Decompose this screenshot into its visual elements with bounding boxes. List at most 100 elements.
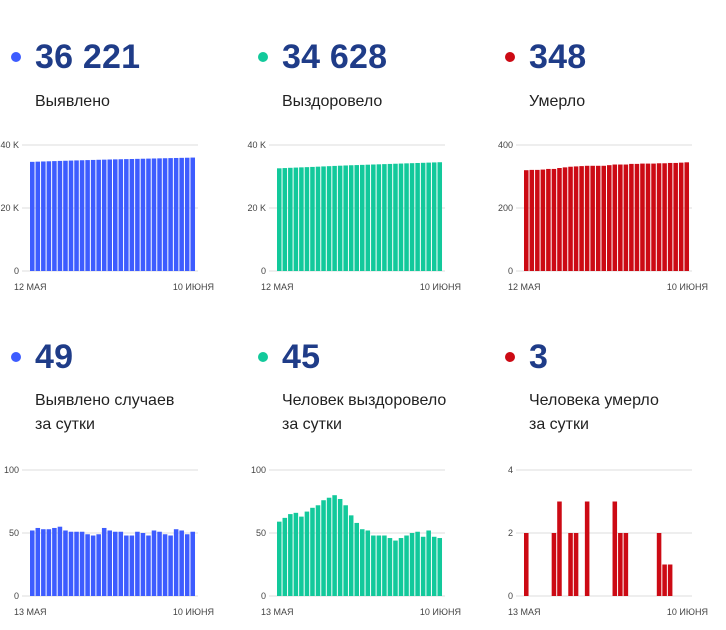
bar (584, 501, 590, 596)
bar (618, 533, 623, 596)
detected-dot-icon (11, 352, 21, 362)
y-tick-label: 100 (251, 465, 266, 475)
bar (35, 161, 41, 271)
bar (101, 527, 107, 596)
x-end-label: 10 ИЮНЯ (667, 607, 708, 617)
bar (315, 505, 321, 596)
stat-label-line1: Выявлено случаев (35, 392, 175, 409)
bar (63, 160, 68, 271)
bar (157, 531, 162, 596)
bar (146, 158, 151, 271)
bar-chart-recovered: 0 20 K 40 K 12 МАЯ 10 ИЮНЯ (247, 140, 461, 292)
bar (409, 163, 415, 271)
bar (46, 161, 52, 271)
deaths-dot-icon (505, 352, 515, 362)
stat-value: 348 (529, 38, 587, 76)
stat-panel-daily-deaths: 3 Человека умерло за сутки 0 2 4 13 МАЯ 10 И… (494, 300, 724, 617)
bar (321, 166, 326, 271)
bar (667, 564, 673, 596)
bar (678, 162, 684, 271)
y-tick-label: 400 (498, 140, 513, 150)
bar (190, 157, 196, 271)
x-end-label: 10 ИЮНЯ (173, 282, 214, 292)
bar (74, 160, 79, 271)
bar (415, 162, 420, 271)
bar (601, 165, 607, 271)
bar (431, 536, 437, 596)
bar (157, 158, 162, 271)
bar (426, 530, 431, 596)
bar (540, 169, 546, 271)
stat-panel-daily-detected: 49 Выявлено случаев за сутки 0 50 100 13 МА… (0, 300, 230, 617)
bar (321, 500, 326, 596)
bar (348, 165, 354, 271)
y-tick-label: 20 K (247, 203, 266, 213)
bar (535, 169, 540, 271)
stat-label-line2: за сутки (35, 416, 95, 433)
bar (135, 531, 140, 596)
y-tick-label: 4 (508, 465, 513, 475)
x-start-label: 13 МАЯ (508, 607, 541, 617)
bar (524, 170, 529, 271)
bar (293, 512, 299, 596)
bar (168, 535, 173, 596)
bar (437, 162, 443, 271)
bar (337, 165, 343, 271)
bar (618, 164, 623, 271)
bar (431, 162, 437, 271)
bar (124, 159, 129, 271)
bar (277, 521, 282, 596)
detected-dot-icon (11, 52, 21, 62)
bar (590, 165, 595, 271)
deaths-dot-icon (505, 52, 515, 62)
bar (360, 529, 365, 596)
stat-value: 45 (282, 338, 321, 376)
bar-chart-detected: 0 20 K 40 K 12 МАЯ 10 ИЮНЯ (0, 140, 214, 292)
bar (437, 538, 443, 596)
y-tick-label: 0 (14, 266, 19, 276)
bar (551, 533, 557, 596)
x-start-label: 13 МАЯ (14, 607, 47, 617)
bar (360, 164, 365, 271)
bar (376, 164, 382, 271)
bar (310, 166, 315, 271)
bar (387, 163, 393, 271)
bar (96, 159, 101, 271)
bar (140, 158, 146, 271)
bar (41, 161, 46, 271)
bar (420, 162, 426, 271)
bar (376, 535, 382, 596)
bar (337, 498, 343, 596)
bar (299, 167, 304, 271)
stat-label-line2: за сутки (529, 416, 589, 433)
bar (162, 158, 168, 271)
bar (304, 511, 310, 596)
bar (85, 160, 90, 271)
bar (382, 164, 387, 271)
y-tick-label: 0 (508, 266, 513, 276)
bar (629, 163, 634, 271)
bar (107, 530, 113, 596)
bar (420, 536, 426, 596)
stat-panel-detected: 36 221 Выявлено 0 20 K 40 K 12 МАЯ 10 ИЮНЯ (0, 0, 230, 300)
stat-label-line1: Человека умерло (529, 392, 659, 409)
bar (332, 495, 337, 596)
y-tick-label: 50 (256, 528, 266, 538)
y-tick-label: 50 (9, 528, 19, 538)
bar-chart-daily-recovered: 0 50 100 13 МАЯ 10 ИЮНЯ (251, 465, 461, 617)
stat-panel-deaths: 348 Умерло 0 200 400 12 МАЯ 10 ИЮНЯ (494, 0, 724, 300)
bar (623, 164, 629, 271)
bar (651, 163, 656, 271)
bar (113, 159, 118, 271)
bar (190, 531, 196, 596)
stat-panel-recovered: 34 628 Выздоровело 0 20 K 40 K 12 МАЯ 10 ИЮН… (247, 0, 477, 300)
bar (640, 163, 645, 271)
x-end-label: 10 ИЮНЯ (420, 282, 461, 292)
y-tick-label: 200 (498, 203, 513, 213)
bar-chart-daily-deaths: 0 2 4 13 МАЯ 10 ИЮНЯ (508, 465, 708, 617)
bar (151, 530, 157, 596)
bar (135, 158, 140, 271)
bar (584, 165, 590, 271)
bar (46, 529, 52, 596)
bar (562, 167, 568, 271)
